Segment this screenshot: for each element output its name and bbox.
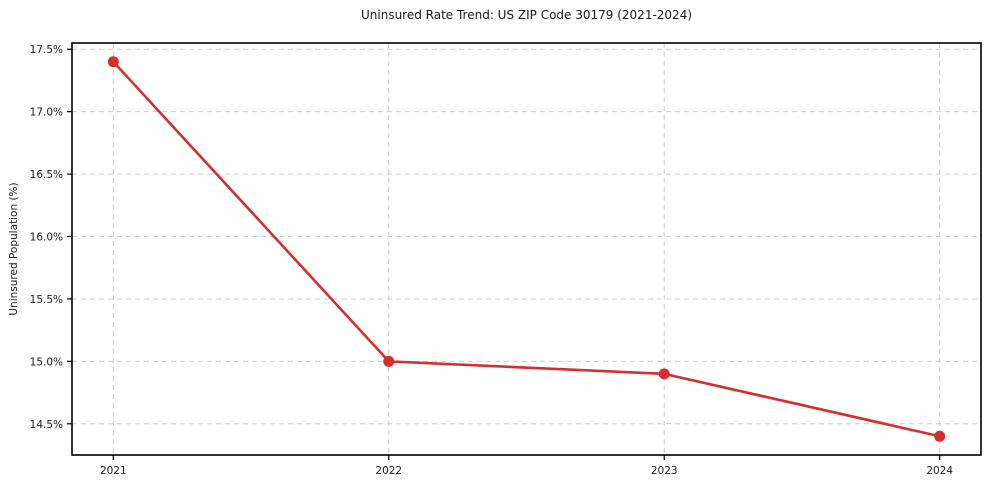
y-tick-label: 15.5%	[30, 294, 63, 306]
y-tick-label: 15.0%	[30, 356, 63, 368]
data-point	[383, 355, 395, 367]
chart-title: Uninsured Rate Trend: US ZIP Code 30179 …	[360, 8, 693, 22]
y-tick-label: 14.5%	[30, 419, 63, 431]
x-tick-label: 2021	[100, 465, 127, 477]
trend-line	[112, 60, 941, 438]
plot-border	[71, 42, 982, 456]
x-tick-label: 2024	[926, 465, 953, 477]
y-tick-label: 17.5%	[30, 44, 63, 56]
data-point	[658, 368, 670, 380]
y-tick-label: 17.0%	[30, 107, 63, 119]
y-tick-label: 16.0%	[30, 232, 63, 244]
x-tick-label: 2022	[375, 465, 402, 477]
data-point	[107, 56, 119, 68]
data-point	[934, 430, 946, 442]
x-tick-label: 2023	[651, 465, 678, 477]
y-tick-label: 16.5%	[30, 169, 63, 181]
